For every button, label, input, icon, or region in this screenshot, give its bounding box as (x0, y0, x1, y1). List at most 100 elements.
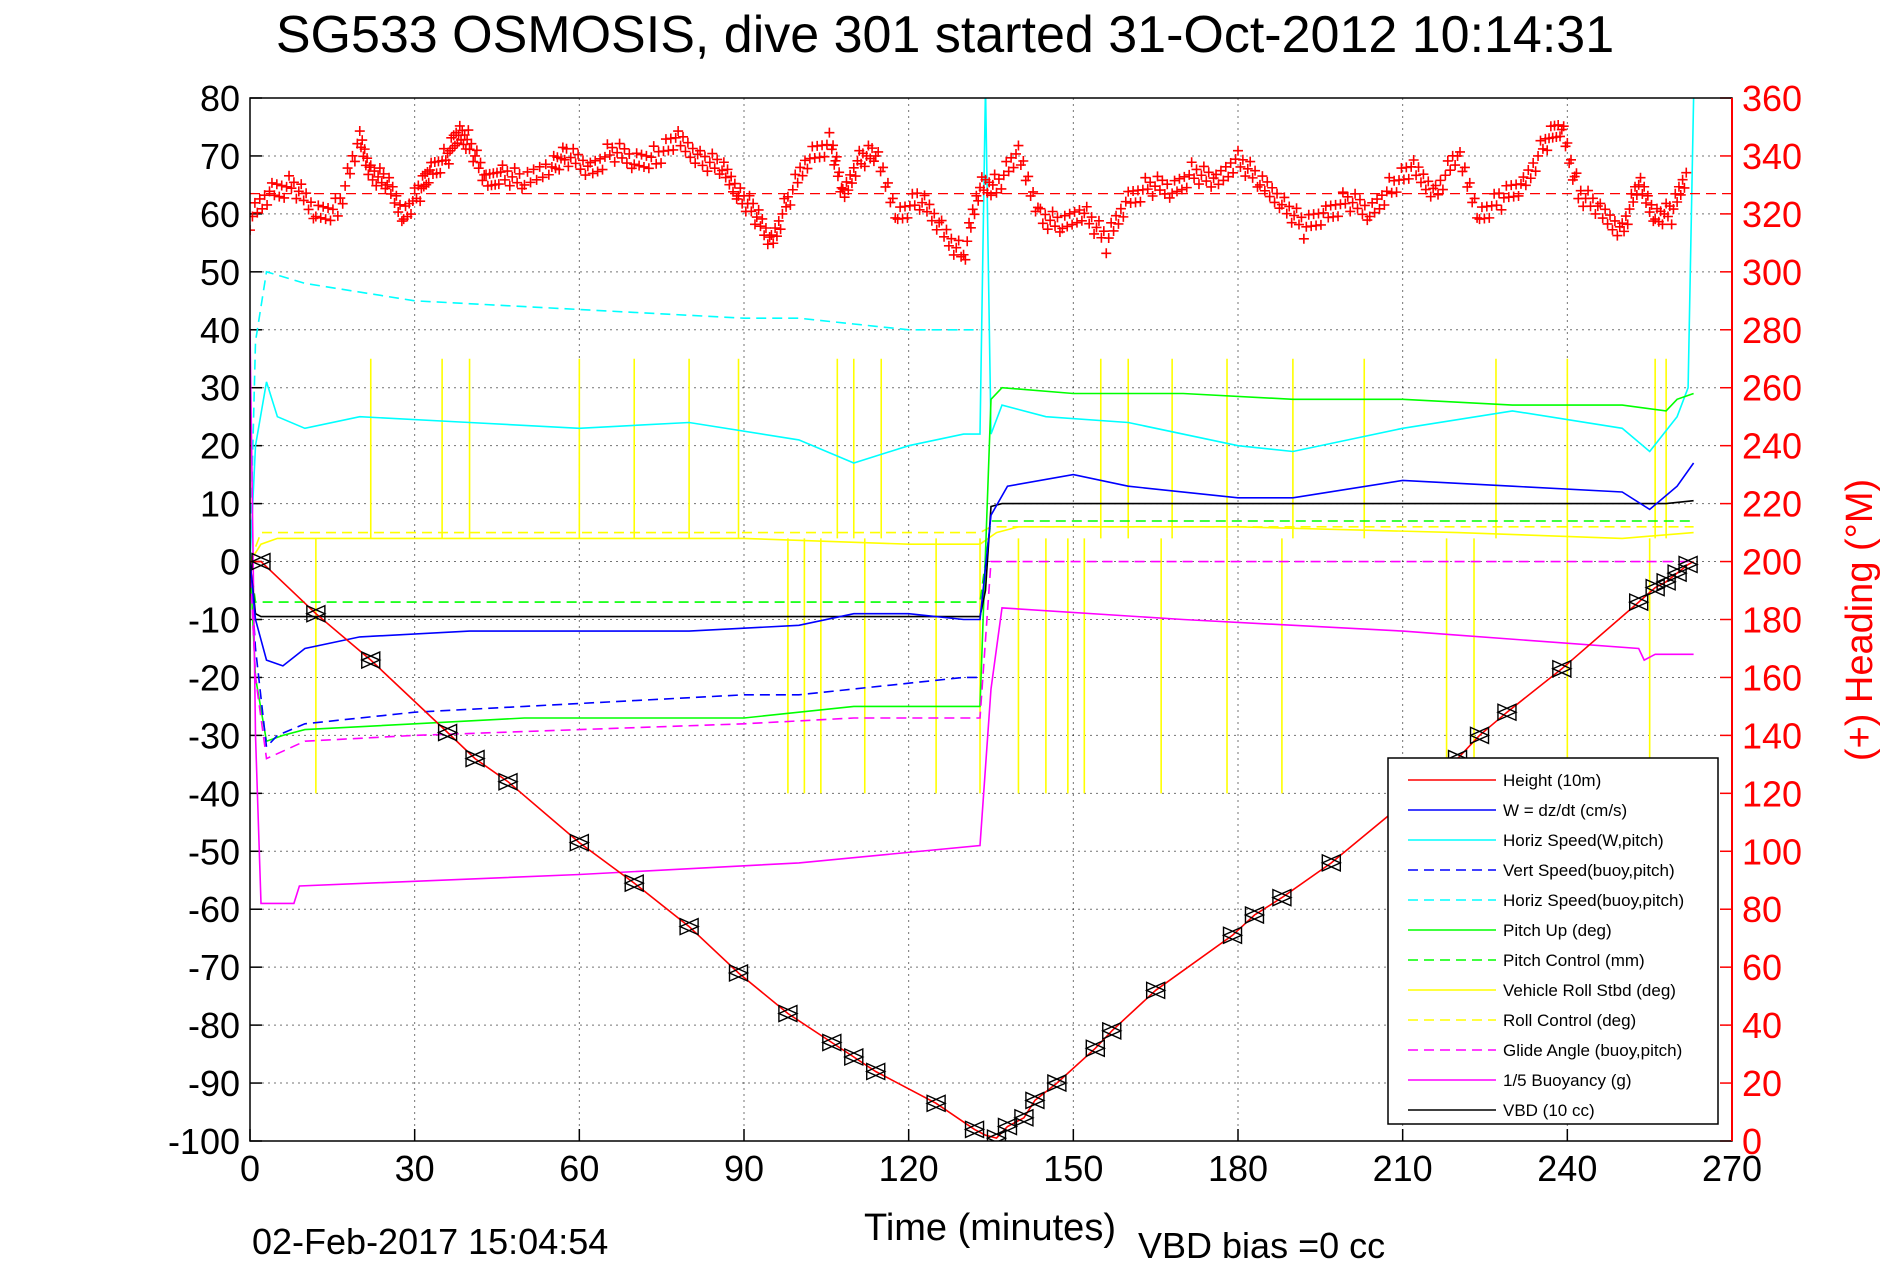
heading-point (1108, 225, 1119, 236)
heading-point (1662, 211, 1673, 222)
heading-point (766, 230, 777, 241)
heading-point (690, 158, 701, 169)
heading-point (773, 215, 784, 226)
heading-point (753, 204, 764, 215)
heading-point (1425, 191, 1436, 202)
heading-point (369, 166, 380, 177)
heading-point (1542, 145, 1553, 156)
heading-point (964, 217, 975, 228)
heading-point (1619, 226, 1630, 237)
heading-point (919, 190, 930, 201)
heading-point (960, 254, 971, 265)
heading-point (939, 231, 950, 242)
heading-point (463, 125, 474, 136)
heading-point (1602, 218, 1613, 229)
y-tick-label: 20 (200, 426, 240, 467)
heading-point (477, 175, 488, 186)
heading-point (1637, 188, 1648, 199)
heading-point (643, 163, 654, 174)
heading-point (1359, 200, 1370, 211)
heading-point (1612, 230, 1623, 241)
heading-point (279, 192, 290, 203)
event-marker-left (727, 963, 749, 983)
heading-point (987, 179, 998, 190)
heading-point (946, 233, 957, 244)
heading-point (646, 152, 657, 163)
heading-point (1101, 248, 1112, 259)
y-tick-label: -80 (188, 1005, 240, 1046)
heading-point (310, 211, 321, 222)
heading-point (337, 198, 348, 209)
event-marker-left (568, 833, 590, 852)
heading-point (951, 242, 962, 253)
heading-point (303, 204, 314, 215)
heading-point (996, 183, 1007, 194)
heading-point (473, 163, 484, 174)
heading-point (1252, 181, 1263, 192)
heading-point (462, 134, 473, 145)
heading-point (936, 215, 947, 226)
heading-point (771, 231, 782, 242)
heading-point (1269, 197, 1280, 208)
heading-point (563, 161, 574, 172)
heading-point (1666, 219, 1677, 230)
y-tick-label: -90 (188, 1063, 240, 1104)
y-tick-label: -20 (188, 657, 240, 698)
heading-point (1657, 219, 1668, 230)
heading-point (1587, 193, 1598, 204)
heading-point (1276, 199, 1287, 210)
heading-point (1237, 154, 1248, 165)
heading-point (1558, 121, 1569, 132)
heading-point (824, 127, 835, 138)
heading-point (775, 224, 786, 235)
heading-point (967, 204, 978, 215)
heading-point (787, 184, 798, 195)
event-marker-left (996, 1117, 1018, 1136)
event-marker-left (1627, 593, 1649, 612)
heading-point (499, 174, 510, 185)
heading-point (592, 166, 603, 177)
heading-point (590, 155, 601, 166)
heading-point (271, 179, 282, 190)
heading-point (335, 193, 346, 204)
heading-point (1284, 201, 1295, 212)
heading-point (1635, 172, 1646, 183)
heading-point (720, 172, 731, 183)
heading-point (1391, 187, 1402, 198)
heading-point (1206, 181, 1217, 192)
heading-point (466, 138, 477, 149)
heading-point (834, 167, 845, 178)
heading-point (1279, 192, 1290, 203)
y-tick-label: -100 (168, 1121, 240, 1162)
heading-point (1607, 224, 1618, 235)
heading-point (354, 126, 365, 137)
heading-point (1513, 190, 1524, 201)
roll-spikes (315, 358, 1667, 794)
heading-point (1595, 198, 1606, 209)
heading-tick-label: 240 (1742, 426, 1802, 467)
heading-point (406, 209, 417, 220)
heading-point (575, 164, 586, 175)
heading-point (1600, 204, 1611, 215)
heading-point (534, 161, 545, 172)
heading-tick-label: 220 (1742, 484, 1802, 525)
heading-point (1023, 171, 1034, 182)
y-tick-label: 60 (200, 194, 240, 235)
heading-point (415, 196, 426, 207)
heading-point (495, 167, 506, 178)
event-markers (250, 552, 1699, 1141)
event-marker-left (1046, 1073, 1067, 1093)
event-marker-left (1271, 888, 1292, 907)
legend-label: VBD (10 cc) (1503, 1101, 1595, 1120)
heading-point (371, 180, 382, 191)
heading-point (274, 191, 285, 202)
heading-point (323, 203, 334, 214)
heading-tick-label: 200 (1742, 542, 1802, 583)
heading-point (288, 177, 299, 188)
heading-point (1318, 207, 1329, 218)
heading-point (1642, 190, 1653, 201)
heading-point (1093, 215, 1104, 226)
heading-point (389, 198, 400, 209)
heading-point (1076, 215, 1087, 226)
heading-point (1103, 233, 1114, 244)
